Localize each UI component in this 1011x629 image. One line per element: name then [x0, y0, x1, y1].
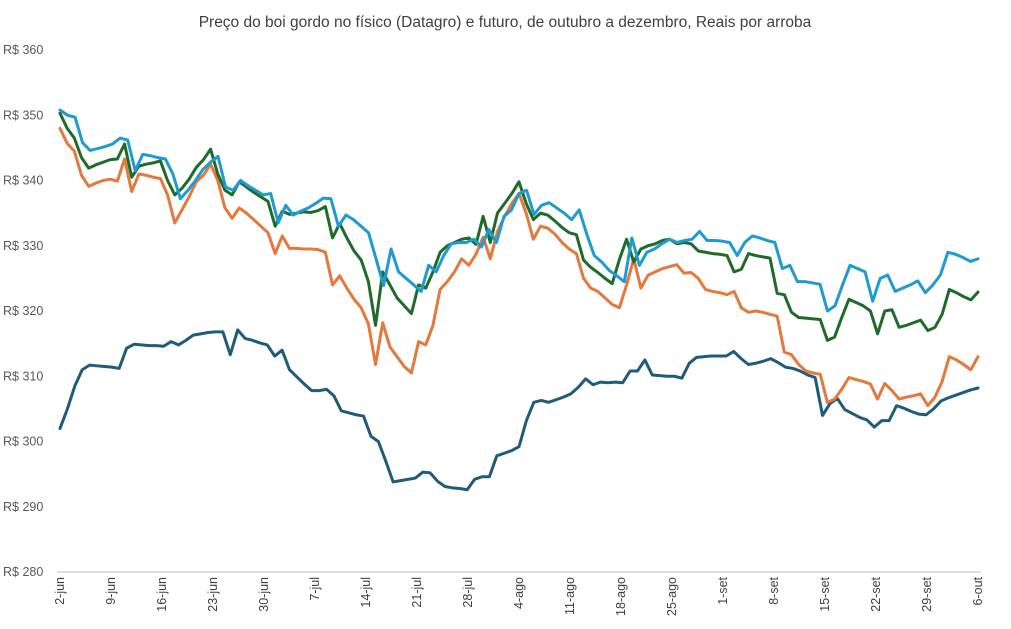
x-tick-label: 15-set — [818, 576, 832, 611]
x-tick-label: 6-out — [971, 576, 985, 605]
x-tick-label: 29-set — [920, 576, 934, 611]
x-tick-label: 25-ago — [665, 577, 679, 616]
x-tick-label: 22-set — [869, 576, 883, 611]
x-tick-label: 1-set — [716, 576, 730, 604]
chart-title: Preço do boi gordo no físico (Datagro) e… — [199, 14, 812, 31]
x-tick-label: 18-ago — [614, 577, 628, 616]
x-tick-label: 14-jul — [359, 577, 373, 608]
y-tick-label: R$ 310 — [3, 369, 43, 383]
x-axis-ticks: 2-jun 9-jun 16-jun 23-jun 30-jun 7-jul 14-jul 2… — [53, 576, 985, 615]
y-tick-label: R$ 330 — [3, 239, 43, 253]
y-axis-ticks: R$ 280 R$ 290 R$ 300 R$ 310 R$ 320 R$ 330 R$ 3… — [3, 43, 43, 579]
y-tick-label: R$ 320 — [3, 304, 43, 318]
x-tick-label: 21-jul — [410, 577, 424, 608]
x-tick-label: 2-jun — [53, 577, 67, 605]
x-tick-label: 16-jun — [155, 577, 169, 612]
x-tick-label: 23-jun — [206, 577, 220, 612]
series-line-2 — [58, 126, 980, 408]
x-tick-label: 30-jun — [257, 577, 271, 612]
series-line-1 — [58, 328, 980, 492]
x-tick-label: 7-jul — [308, 577, 322, 601]
x-tick-label: 4-ago — [512, 577, 526, 609]
y-tick-label: R$ 280 — [3, 565, 43, 579]
y-tick-label: R$ 290 — [3, 500, 43, 514]
x-tick-label: 8-set — [767, 576, 781, 604]
series-line-4 — [58, 108, 980, 313]
x-tick-label: 11-ago — [563, 577, 577, 615]
x-tick-label: 9-jun — [104, 577, 118, 605]
y-tick-label: R$ 350 — [3, 108, 43, 122]
y-tick-label: R$ 300 — [3, 435, 43, 449]
series-line-3 — [58, 111, 980, 342]
y-tick-label: R$ 340 — [3, 174, 43, 188]
y-tick-label: R$ 360 — [3, 43, 43, 57]
x-tick-label: 28-jul — [461, 577, 475, 608]
series-layer — [58, 108, 980, 492]
